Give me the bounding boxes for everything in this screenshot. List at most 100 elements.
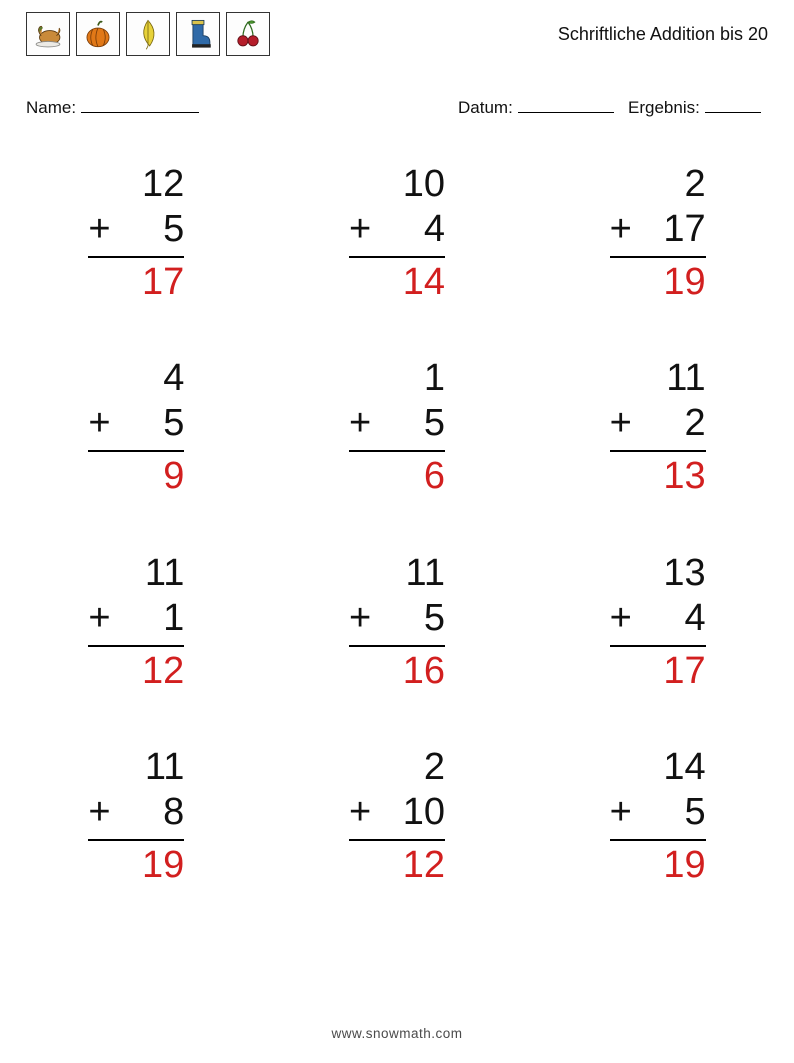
problem-stack: 12+ 5 17	[88, 162, 184, 304]
addend-bottom-value: 5	[108, 401, 184, 446]
answer-row: 17	[610, 647, 706, 694]
problems-grid: 12+ 5 17 10+ 4 14 2+17 19 4+5 9 1+5 6 11…	[26, 162, 768, 888]
addend-top-value: 14	[630, 745, 706, 790]
answer-value: 19	[108, 843, 184, 888]
addition-problem: 14+ 5 19	[547, 745, 768, 887]
addition-problem: 2+10 12	[287, 745, 508, 887]
addend-bottom: +17	[610, 207, 706, 252]
name-label: Name:	[26, 98, 76, 117]
date-blank-line[interactable]	[518, 94, 614, 113]
answer-row: 19	[610, 258, 706, 305]
name-field: Name:	[26, 94, 199, 118]
addend-bottom-value: 5	[630, 790, 706, 835]
problem-stack: 4+5 9	[88, 356, 184, 498]
answer-row: 16	[349, 647, 445, 694]
addend-top-value: 11	[108, 745, 184, 790]
addend-top: 10	[349, 162, 445, 207]
date-field: Datum:	[458, 94, 614, 118]
addend-bottom: + 5	[349, 596, 445, 641]
addition-problem: 11+ 8 19	[26, 745, 247, 887]
addition-problem: 11+ 5 16	[287, 551, 508, 693]
footer-url: www.snowmath.com	[0, 1026, 794, 1041]
answer-row: 9	[88, 452, 184, 499]
addend-bottom-value: 4	[369, 207, 445, 252]
addend-bottom-value: 5	[108, 207, 184, 252]
worksheet-page: Schriftliche Addition bis 20 Name: Datum…	[0, 10, 794, 1063]
answer-value: 14	[369, 260, 445, 305]
plus-icon: +	[610, 401, 630, 446]
answer-value: 19	[630, 260, 706, 305]
answer-row: 13	[610, 452, 706, 499]
answer-value: 12	[369, 843, 445, 888]
name-blank-line[interactable]	[81, 94, 199, 113]
addition-problem: 11+ 1 12	[26, 551, 247, 693]
answer-value: 17	[108, 260, 184, 305]
answer-row: 14	[349, 258, 445, 305]
problem-stack: 2+17 19	[610, 162, 706, 304]
answer-row: 17	[88, 258, 184, 305]
addend-bottom: +5	[349, 401, 445, 446]
addend-bottom-value: 4	[630, 596, 706, 641]
problem-stack: 11+ 2 13	[610, 356, 706, 498]
leaf-icon	[126, 12, 170, 56]
addend-bottom-value: 2	[630, 401, 706, 446]
addend-top: 11	[88, 745, 184, 790]
addend-top-value: 4	[108, 356, 184, 401]
problem-stack: 13+ 4 17	[610, 551, 706, 693]
addend-bottom: + 1	[88, 596, 184, 641]
plus-icon: +	[349, 790, 369, 835]
answer-value: 12	[108, 649, 184, 694]
info-row: Name: Datum: Ergebnis:	[26, 94, 768, 120]
answer-row: 12	[349, 841, 445, 888]
addend-bottom-value: 17	[630, 207, 706, 252]
addend-top-value: 10	[369, 162, 445, 207]
date-label: Datum:	[458, 98, 513, 117]
addend-top: 11	[610, 356, 706, 401]
addend-top-value: 1	[369, 356, 445, 401]
cherries-icon	[226, 12, 270, 56]
addend-top-value: 11	[369, 551, 445, 596]
addend-bottom: + 2	[610, 401, 706, 446]
addend-bottom-value: 1	[108, 596, 184, 641]
addend-top: 2	[349, 745, 445, 790]
problem-stack: 11+ 8 19	[88, 745, 184, 887]
plus-icon: +	[349, 401, 369, 446]
addend-top-value: 11	[108, 551, 184, 596]
answer-value: 16	[369, 649, 445, 694]
worksheet-header: Schriftliche Addition bis 20	[26, 10, 768, 58]
addend-bottom: +10	[349, 790, 445, 835]
answer-value: 6	[369, 454, 445, 499]
addend-bottom-value: 5	[369, 401, 445, 446]
addition-problem: 1+5 6	[287, 356, 508, 498]
problem-stack: 11+ 5 16	[349, 551, 445, 693]
addend-top: 4	[88, 356, 184, 401]
problem-stack: 11+ 1 12	[88, 551, 184, 693]
problem-stack: 14+ 5 19	[610, 745, 706, 887]
addend-top-value: 2	[369, 745, 445, 790]
addend-top: 11	[88, 551, 184, 596]
plus-icon: +	[88, 596, 108, 641]
addend-bottom: +5	[88, 401, 184, 446]
addend-bottom: + 4	[610, 596, 706, 641]
boot-icon	[176, 12, 220, 56]
turkey-icon	[26, 12, 70, 56]
addend-bottom-value: 10	[369, 790, 445, 835]
answer-value: 9	[108, 454, 184, 499]
problem-stack: 2+10 12	[349, 745, 445, 887]
addition-problem: 10+ 4 14	[287, 162, 508, 304]
plus-icon: +	[88, 207, 108, 252]
result-blank-line[interactable]	[705, 94, 761, 113]
addend-top-value: 12	[108, 162, 184, 207]
addition-problem: 11+ 2 13	[547, 356, 768, 498]
answer-row: 12	[88, 647, 184, 694]
pumpkin-icon	[76, 12, 120, 56]
addend-top: 2	[610, 162, 706, 207]
plus-icon: +	[610, 596, 630, 641]
worksheet-title: Schriftliche Addition bis 20	[558, 10, 768, 58]
addend-top-value: 2	[630, 162, 706, 207]
addition-problem: 2+17 19	[547, 162, 768, 304]
addition-problem: 4+5 9	[26, 356, 247, 498]
addition-problem: 12+ 5 17	[26, 162, 247, 304]
addend-top-value: 11	[630, 356, 706, 401]
addend-top: 11	[349, 551, 445, 596]
